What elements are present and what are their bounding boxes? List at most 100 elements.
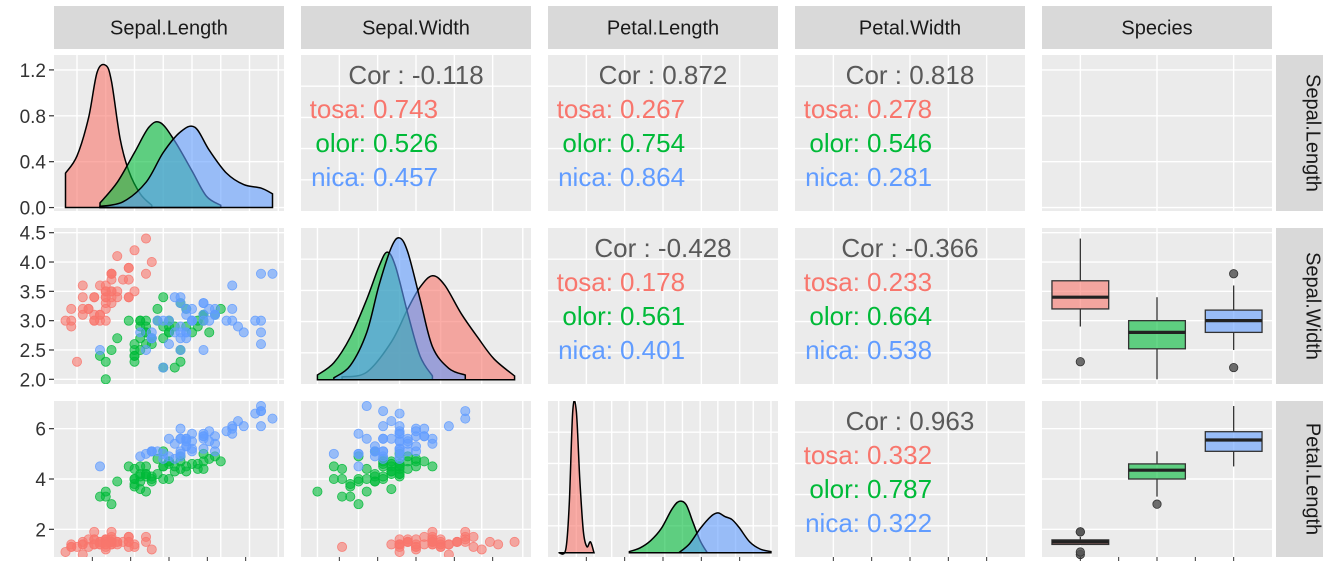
axis-layer: 0.0 0.4 0.8 1.2 2.0 2.5 3.0 3.5 4.0 4.5 2 4 6 (20, 61, 1235, 561)
cor-group-value-setosa: 0.743 (373, 94, 438, 124)
scatter-point-setosa (140, 233, 151, 244)
scatter-point-virginica (175, 448, 186, 459)
cor-group-label-virginica: nica: (558, 162, 613, 192)
scatter-point-versicolor (140, 471, 151, 482)
scatter-point-versicolor (386, 466, 397, 477)
outlier-point (1229, 269, 1239, 279)
scatter-point-versicolor (353, 499, 364, 510)
scatter-point-virginica (361, 401, 372, 412)
scatter-point-virginica (369, 446, 380, 457)
strip-petal-width (795, 6, 1025, 49)
cor-title: Cor : -0.366 (841, 233, 978, 263)
scatter-point-setosa (77, 303, 88, 314)
outlier-point (1075, 527, 1085, 537)
y-tick-label: 0.0 (20, 199, 46, 220)
scatter-point-setosa (77, 292, 88, 303)
density-curves (64, 63, 274, 209)
scatter-point-virginica (163, 339, 174, 350)
boxplot-setosa (1051, 527, 1110, 560)
cor-title: Cor : -0.118 (348, 60, 483, 90)
cor-group-label-virginica: nica: (558, 335, 613, 365)
scatter-point-setosa (129, 245, 140, 256)
strip-sepal-length (54, 6, 284, 49)
scatter-point-setosa (118, 536, 129, 547)
cor-group-value-virginica: 0.864 (620, 162, 685, 192)
density-virginica (99, 125, 274, 209)
scatter-point-virginica (238, 327, 249, 338)
scatter-point-setosa (468, 541, 479, 552)
y-tick-label: 3.0 (20, 312, 46, 333)
scatter-point-virginica (175, 344, 186, 355)
scatter-point-versicolor (158, 292, 169, 303)
y-tick-label: 6 (35, 420, 46, 441)
scatter-point-virginica (361, 433, 372, 444)
scatter-point-setosa (66, 541, 77, 552)
scatter-point-versicolor (402, 456, 413, 467)
scatter-point-virginica (135, 451, 146, 462)
strip-label: Species (1121, 18, 1192, 40)
scatter-point-virginica (95, 344, 106, 355)
scatter-point-versicolor (337, 491, 348, 502)
scatter-point-virginica (353, 428, 364, 439)
scatter-point-setosa (452, 536, 463, 547)
cor-title: Cor : -0.428 (594, 233, 731, 263)
cor-group-value-versicolor: 0.664 (867, 301, 932, 331)
density-virginica (333, 237, 467, 381)
scatter-point-setosa (427, 536, 438, 547)
scatter-point-virginica (255, 421, 266, 432)
scatter-point-setosa (123, 262, 134, 273)
scatter-point-setosa (476, 544, 487, 555)
cor-group-value-setosa: 0.233 (867, 267, 932, 297)
scatter-point-virginica (198, 443, 209, 454)
scatter-point-versicolor (106, 499, 117, 510)
cor-group-label-virginica: nica: (805, 335, 860, 365)
cor-group-value-versicolor: 0.787 (867, 474, 932, 504)
cor-group-value-setosa: 0.278 (867, 94, 932, 124)
scatter-point-setosa (77, 539, 88, 550)
cor-group-label-versicolor: olor: (562, 301, 613, 331)
scatter-point-virginica (198, 344, 209, 355)
cor-group-value-virginica: 0.322 (867, 508, 932, 538)
cor-group-label-setosa: tosa: (557, 267, 613, 297)
scatter-point-virginica (175, 423, 186, 434)
y-tick-label: 3.5 (20, 282, 46, 303)
scatter-point-virginica (378, 421, 389, 432)
scatter-point-virginica (402, 433, 413, 444)
scatter-point-setosa (77, 280, 88, 291)
cor-group-value-setosa: 0.332 (867, 440, 932, 470)
scatter-point-virginica (238, 421, 249, 432)
density-curves (558, 401, 772, 555)
cor-group-value-setosa: 0.178 (620, 267, 685, 297)
scatter-point-versicolor (112, 476, 123, 487)
scatter-point-virginica (394, 446, 405, 457)
scatter-point-virginica (427, 438, 438, 449)
scatter-point-versicolor (100, 374, 111, 384)
cor-group-value-versicolor: 0.546 (867, 128, 932, 158)
scatter-point-setosa (112, 251, 123, 262)
scatter-point-virginica (135, 327, 146, 338)
scatter-point-virginica (378, 406, 389, 417)
scatter-point-setosa (72, 356, 83, 367)
scatter-point-virginica (353, 461, 364, 472)
density-virginica (676, 512, 772, 554)
scatter-point-virginica (227, 428, 238, 439)
row-strip-petal-length (1276, 401, 1323, 557)
scatter-point-setosa (509, 536, 520, 547)
cor-group-value-versicolor: 0.561 (620, 301, 685, 331)
strip-sepal-width (301, 6, 531, 49)
scatter-point-versicolor (204, 327, 215, 338)
scatter-point-versicolor (361, 473, 372, 484)
scatter-point-virginica (255, 327, 266, 338)
cor-group-value-virginica: 0.401 (620, 335, 685, 365)
y-tick-label: 4.0 (20, 253, 46, 274)
boxplot-setosa (1051, 238, 1110, 367)
scatter-point-virginica (146, 333, 157, 344)
scatter-point-setosa (484, 536, 495, 547)
scatter-point-virginica (419, 431, 430, 442)
scatter-point-virginica (460, 413, 471, 424)
cor-group-label-virginica: nica: (805, 162, 860, 192)
scatter-point-versicolor (419, 456, 430, 467)
scatter-point-versicolor (175, 356, 186, 367)
y-tick-label: 2.5 (20, 341, 46, 362)
